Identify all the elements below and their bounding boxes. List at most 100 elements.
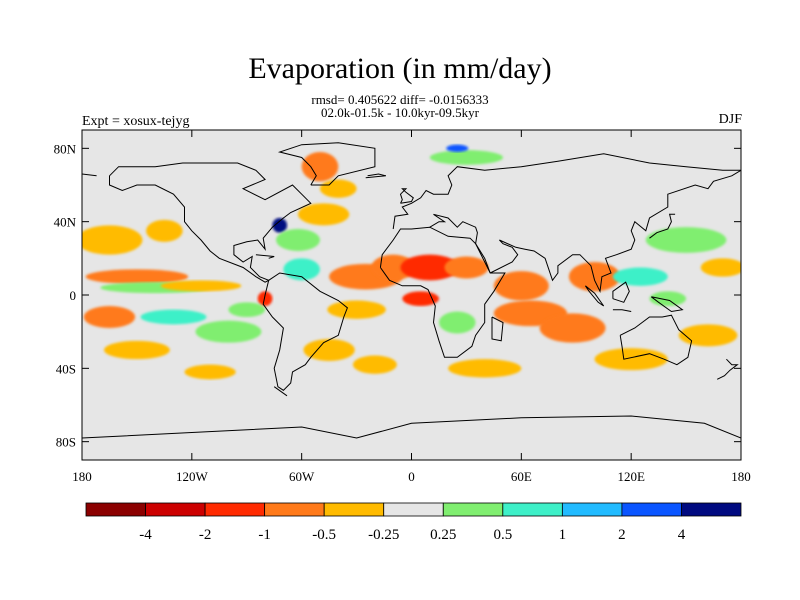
anomaly-region [82,225,143,255]
coastline [255,254,275,259]
anomaly-region [272,218,288,233]
colorbar-label: -4 [139,527,152,543]
coastlines [82,142,741,439]
coastline [273,386,288,397]
colorbar-label: 1 [559,527,567,543]
anomaly-region [228,302,266,317]
anomaly-region [429,150,504,165]
coastline [82,415,741,439]
anomaly-region [649,291,687,306]
anomaly-region [448,359,522,378]
anomaly-region [160,280,242,292]
coastline [365,173,387,179]
coastline [277,142,376,186]
colorbar-label: 0.5 [493,527,512,543]
lon-tick-label: 120E [617,469,645,484]
lat-tick-label: 80S [56,435,76,450]
coastline [650,296,684,313]
colorbar-swatch [204,502,266,517]
colorbar-swatch [323,502,385,517]
anomaly-region [700,258,741,277]
anomaly-region [140,309,207,325]
period-line: 02.0k-01.5k - 10.0kyr-09.5kyr [321,105,479,120]
anomaly-region [444,256,489,279]
coastline [612,309,632,312]
lat-tick-label: 40N [54,215,77,230]
anomaly-region [645,227,727,253]
anomaly-region [184,364,236,380]
anomaly-region [83,306,136,328]
coastline [379,226,506,358]
colorbar-label: -0.5 [312,527,336,543]
colorbar-label: -2 [199,527,212,543]
anomaly-region [612,267,668,286]
coastline [429,213,491,274]
anomaly-region [539,313,606,343]
coastline [619,314,693,366]
anomaly-region [493,271,549,301]
coastline [399,188,414,204]
coastline [392,153,741,230]
coastline [491,316,504,342]
plot-title: Evaporation (in mm/day) [248,52,552,85]
colorbar-swatch [681,502,742,517]
anomaly-region [327,300,386,319]
coastline [82,173,97,177]
colorbar-swatch [145,502,206,517]
coastline [649,213,676,239]
anomaly-region [446,144,469,152]
coastline [584,285,605,307]
colorbar-swatch [85,502,146,517]
colorbar-label: 0.25 [430,527,456,543]
stats-subtitle: rmsd= 0.405622 diff= -0.0156333 02.0k-01… [0,93,800,119]
lon-tick-label: 60E [511,469,532,484]
anomaly-region [400,254,460,281]
colorbar-swatch [264,502,325,517]
anomaly-region [298,203,350,226]
colorbar-label: -0.25 [368,527,399,543]
lon-tick-label: 180 [731,469,751,484]
anomaly-region [146,219,183,242]
colorbar-swatch [621,502,682,517]
anomaly-region [438,311,476,334]
lon-tick-label: 60W [289,469,315,484]
coastline [612,281,630,303]
colorbar-swatch [502,502,563,517]
lat-tick-label: 0 [70,288,77,303]
colorbar-label: -1 [258,527,271,543]
rmsd-diff-line: rmsd= 0.405622 diff= -0.0156333 [311,92,489,107]
anomaly-region [303,339,355,361]
colorbar-swatch [383,502,444,517]
anomaly-region [257,291,273,306]
colorbar-label: 2 [618,527,626,543]
anomaly-region [301,152,339,182]
coastline [489,169,741,294]
lat-tick-label: 40S [56,361,76,376]
anomaly-region [276,229,320,251]
anomaly-region [319,179,357,198]
lon-tick-label: 120W [176,469,209,484]
colorbar-swatch [561,502,623,517]
coastline [716,358,739,380]
anomaly-region [85,269,189,284]
colorbar-label: 4 [678,527,686,543]
lon-tick-label: 0 [408,469,415,484]
lat-tick-label: 80N [54,141,77,156]
lon-tick-label: 180 [72,469,92,484]
anomaly-region [678,324,738,347]
season-label: DJF [718,112,742,127]
anomaly-region [195,320,262,343]
anomaly-region [594,348,668,371]
anomaly-region [402,291,439,306]
map-axes: 80N 40N 0 40S 80S 180 120W 60W 0 60E 120E 180 [54,130,751,484]
coastline [109,162,312,283]
experiment-label: Expt = xosux-tejyg [82,114,190,129]
anomaly-region [103,340,170,360]
colorbar-swatch [442,502,504,517]
anomaly-region [371,254,416,281]
colorbar: -4 -2 -1 -0.5 -0.25 0.25 0.5 1 2 4 [85,502,742,543]
anomaly-region [352,355,397,374]
coastline [262,272,348,391]
anomaly-region [568,262,621,292]
